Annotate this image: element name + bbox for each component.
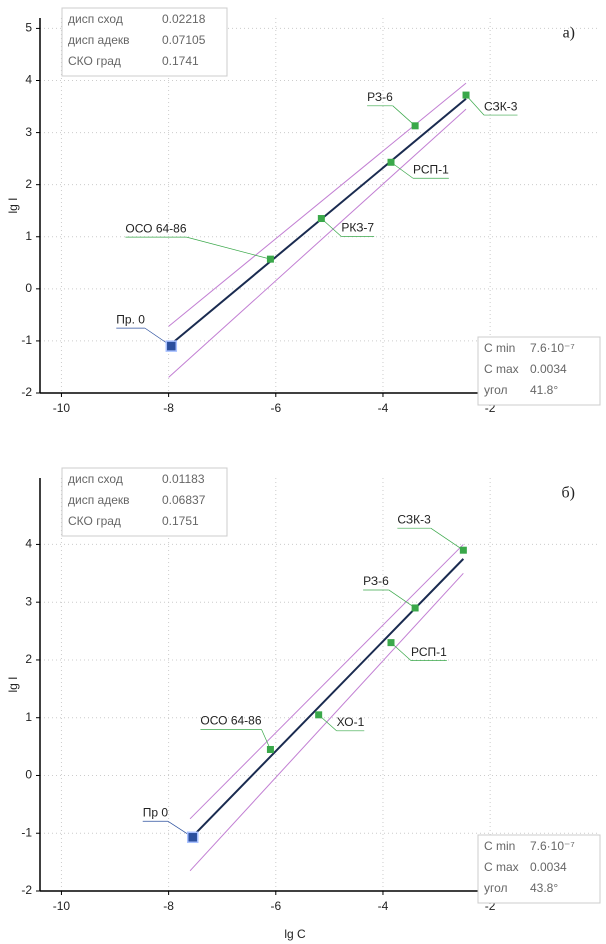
y-tick-label: 5 <box>25 21 32 35</box>
point-label: ОСО 64-86 <box>200 714 261 728</box>
x-tick-label: -10 <box>53 401 71 415</box>
stats-box <box>477 834 601 904</box>
stat-value: 41.8° <box>530 383 558 397</box>
y-tick-label: -2 <box>21 883 32 897</box>
stat-label: дисп адекв <box>68 33 130 47</box>
x-tick-label: -6 <box>270 899 281 913</box>
y-tick-label: 1 <box>25 229 32 243</box>
stat-value: 0.02218 <box>162 12 206 26</box>
point-label: Пр 0 <box>143 805 169 819</box>
stat-label: дисп сход <box>68 472 123 486</box>
point <box>186 831 199 844</box>
stat-label: C min <box>484 839 515 853</box>
band-lower <box>168 108 467 378</box>
point <box>387 158 395 166</box>
stat-value: 0.06837 <box>162 493 206 507</box>
point <box>462 91 470 99</box>
stat-value: 7.6·10⁻⁷ <box>530 341 575 355</box>
fit-line <box>189 558 465 840</box>
stat-value: 0.07105 <box>162 33 206 47</box>
stat-value: 7.6·10⁻⁷ <box>530 839 575 853</box>
x-tick-label: -6 <box>270 401 281 415</box>
x-tick-label: -2 <box>485 401 496 415</box>
point-label: Пр. 0 <box>116 312 145 326</box>
x-tick-label: -8 <box>163 401 174 415</box>
point <box>387 639 395 647</box>
x-tick-label: -4 <box>378 401 389 415</box>
x-tick-label: -8 <box>163 899 174 913</box>
y-tick-label: -2 <box>21 385 32 399</box>
y-tick-label: 4 <box>25 73 32 87</box>
point-label: СЗК-3 <box>484 99 518 113</box>
band-upper <box>168 82 467 327</box>
stat-label: C max <box>484 860 519 874</box>
panel-label: а) <box>563 25 575 42</box>
stat-label: C min <box>484 341 515 355</box>
leader-line <box>388 589 416 609</box>
stats-box <box>477 336 601 406</box>
panel-label: б) <box>562 485 575 502</box>
stat-label: СКО град <box>68 54 121 68</box>
point-label: РЗ-6 <box>367 90 393 104</box>
y-tick-label: -1 <box>21 333 32 347</box>
stat-value: 43.8° <box>530 881 558 895</box>
stat-label: СКО град <box>68 514 121 528</box>
point-label: РСП-1 <box>411 645 447 659</box>
stat-label: C max <box>484 362 519 376</box>
point <box>266 745 274 753</box>
point <box>266 255 274 263</box>
stat-label: дисп сход <box>68 12 123 26</box>
point-label: ХО-1 <box>337 715 365 729</box>
point-label: РЗ-6 <box>363 574 389 588</box>
stat-label: угол <box>484 881 508 895</box>
fit-line <box>167 97 467 347</box>
point-label: РКЗ-7 <box>341 221 374 235</box>
leader-line <box>186 236 271 260</box>
point-label: СЗК-3 <box>397 512 431 526</box>
leader-line <box>430 527 464 551</box>
stat-value: 0.0034 <box>530 362 567 376</box>
stats-box <box>61 467 228 537</box>
y-tick-label: 3 <box>25 594 32 608</box>
x-axis-label: lg C <box>284 927 306 941</box>
y-tick-label: 0 <box>25 281 32 295</box>
stat-value: 0.1751 <box>162 514 199 528</box>
stat-label: угол <box>484 383 508 397</box>
y-tick-label: 4 <box>25 537 32 551</box>
point <box>315 711 323 719</box>
y-axis-label: lg I <box>6 197 20 213</box>
x-tick-label: -4 <box>378 899 389 913</box>
point <box>459 546 467 554</box>
y-tick-label: 3 <box>25 125 32 139</box>
leader-line <box>390 161 414 179</box>
point-label: ОСО 64-86 <box>125 221 186 235</box>
stat-value: 0.0034 <box>530 860 567 874</box>
leader-line <box>392 105 416 127</box>
stat-value: 0.01183 <box>162 472 205 486</box>
point <box>317 215 325 223</box>
point <box>411 604 419 612</box>
stats-box <box>61 7 228 77</box>
y-axis-label: lg I <box>6 676 20 692</box>
y-tick-label: 2 <box>25 652 32 666</box>
point-label: РСП-1 <box>413 162 449 176</box>
y-tick-label: 0 <box>25 768 32 782</box>
point <box>165 340 178 352</box>
band-upper <box>189 544 464 820</box>
x-tick-label: -10 <box>53 899 71 913</box>
stat-value: 0.1741 <box>162 54 199 68</box>
point <box>411 122 419 130</box>
y-tick-label: -1 <box>21 825 32 839</box>
x-tick-label: -2 <box>485 899 496 913</box>
y-tick-label: 2 <box>25 177 32 191</box>
y-tick-label: 1 <box>25 710 32 724</box>
stat-label: дисп адекв <box>68 493 130 507</box>
